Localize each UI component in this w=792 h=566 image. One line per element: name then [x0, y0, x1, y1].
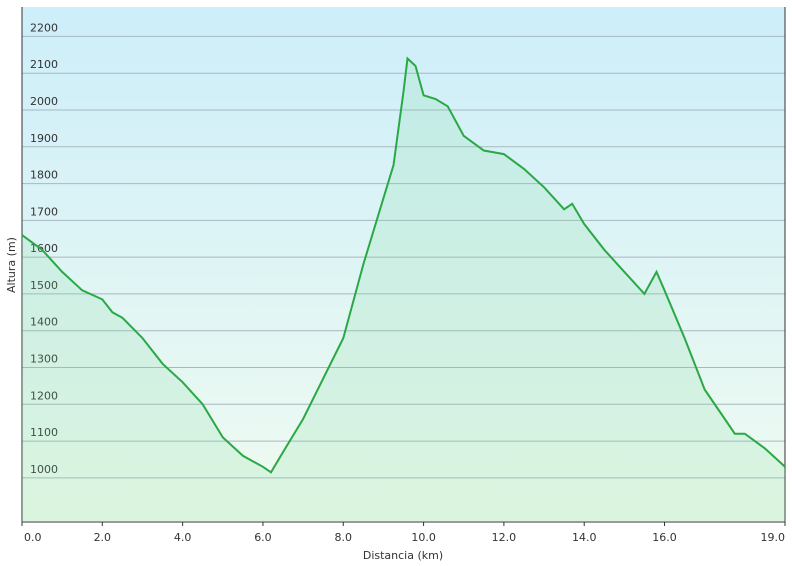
x-tick-label: 12.0 [492, 531, 517, 544]
y-tick-label: 1000 [30, 463, 58, 476]
x-tick-label: 16.0 [652, 531, 677, 544]
x-tick-label: 10.0 [411, 531, 436, 544]
area [22, 58, 785, 522]
x-tick-label: 2.0 [94, 531, 112, 544]
y-tick-label: 2200 [30, 21, 58, 34]
y-tick-label: 1200 [30, 389, 58, 402]
y-tick-label: 1700 [30, 205, 58, 218]
x-tick-label: 4.0 [174, 531, 192, 544]
x-tick-label: 19.0 [761, 531, 786, 544]
x-axis-label: Distancia (km) [363, 549, 443, 562]
y-tick-label: 2100 [30, 58, 58, 71]
y-axis-label: Altura (m) [5, 237, 18, 293]
y-tick-label: 2000 [30, 95, 58, 108]
y-tick-label: 1800 [30, 169, 58, 182]
x-tick-label: 6.0 [254, 531, 272, 544]
x-tick-label: 8.0 [335, 531, 353, 544]
x-tick-label: 14.0 [572, 531, 597, 544]
x-tick-label: 0.0 [24, 531, 42, 544]
y-tick-label: 1500 [30, 279, 58, 292]
y-tick-label: 1400 [30, 316, 58, 329]
y-tick-label: 1300 [30, 353, 58, 366]
line [21, 56, 786, 474]
y-tick-label: 1100 [30, 426, 58, 439]
y-tick-label: 1900 [30, 132, 58, 145]
